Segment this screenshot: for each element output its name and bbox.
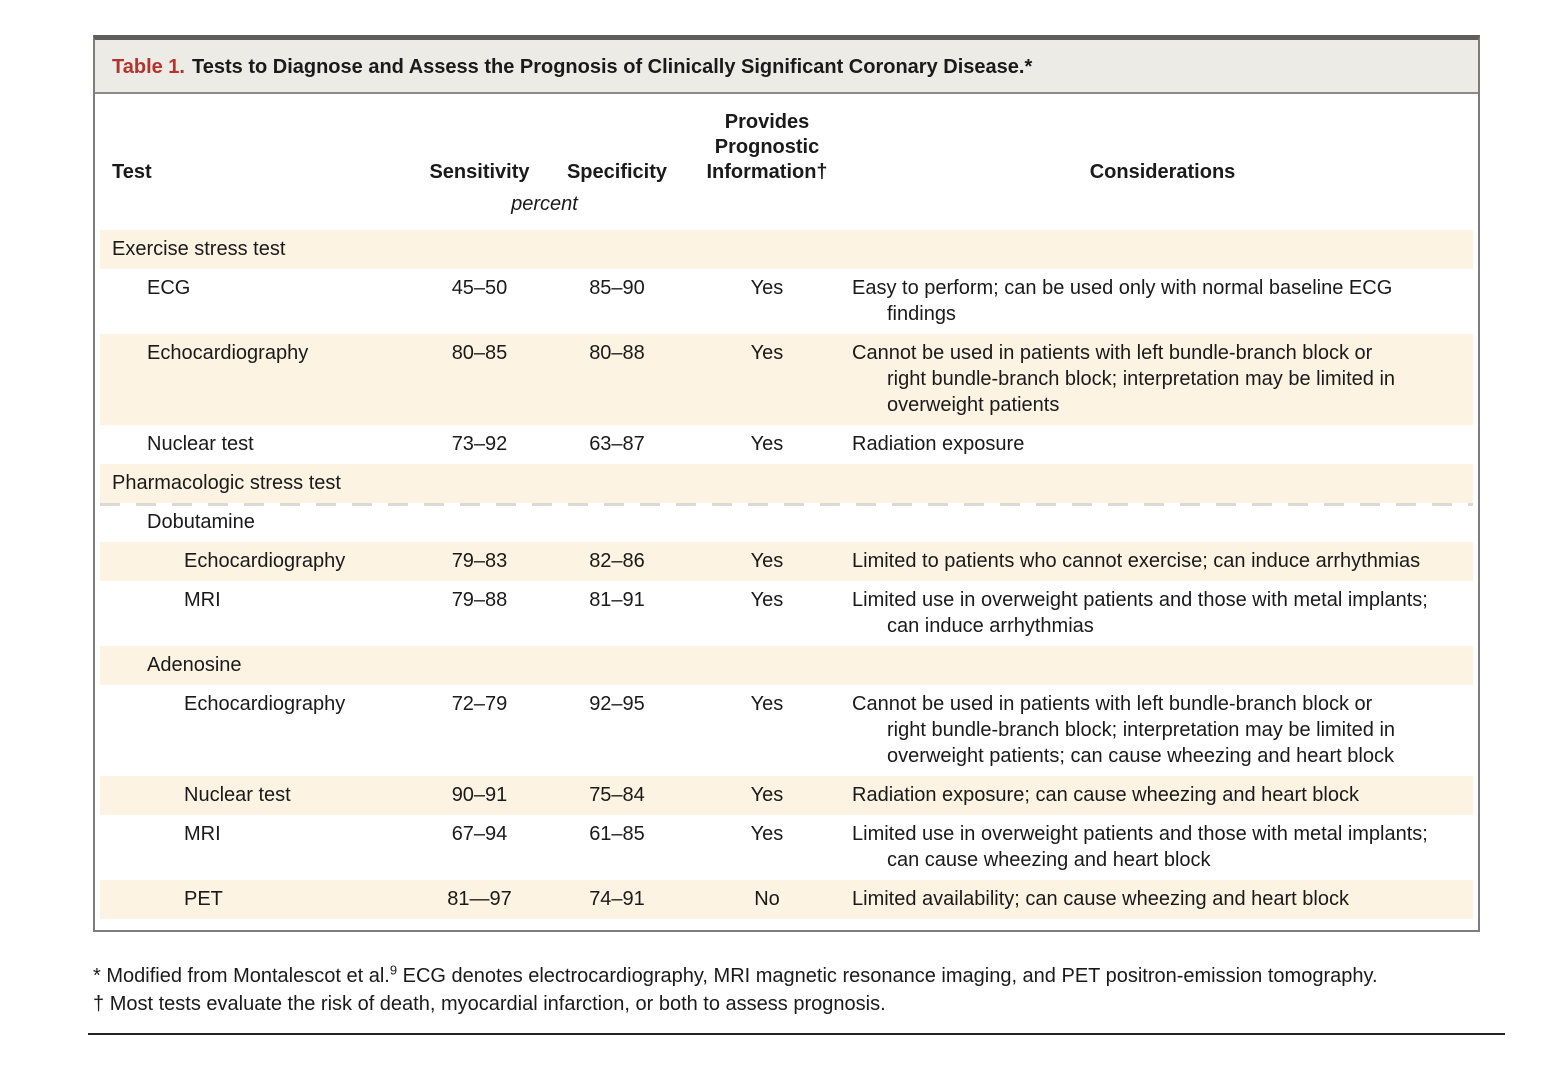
test-cell: ECG [147, 277, 191, 299]
prognostic-cell: Yes [750, 550, 784, 572]
prognostic-cell: Yes [750, 433, 784, 455]
table-row: Adenosine [100, 646, 1473, 685]
sensitivity-cell: 79–88 [451, 589, 508, 611]
table-body: Exercise stress test ECG 45–50 85–90 Yes… [95, 230, 1478, 930]
table-row: Nuclear test 90–91 75–84 Yes Radiation e… [100, 776, 1473, 815]
footnotes: * Modified from Montalescot et al.9 ECG … [93, 962, 1498, 1018]
considerations-cell: Limited availability; can cause wheezing… [852, 888, 1349, 910]
test-cell: Echocardiography [147, 342, 309, 364]
prognostic-cell [682, 652, 852, 678]
unit-row: percent [95, 185, 1478, 230]
sensitivity-cell: 80–85 [451, 342, 508, 364]
prognostic-cell: Yes [750, 342, 784, 364]
considerations-cell: Limited to patients who cannot exercise;… [852, 550, 1421, 572]
column-header-specificity: Specificity [566, 161, 668, 183]
considerations-cell: Radiation exposure [852, 433, 1025, 455]
table-row: Echocardiography 79–83 82–86 Yes Limited… [100, 542, 1473, 581]
footnote-asterisk: * Modified from Montalescot et al.9 ECG … [93, 962, 1378, 987]
column-header-test: Test [112, 161, 152, 183]
table-row: Dobutamine [100, 503, 1473, 542]
prognostic-cell [682, 470, 852, 496]
test-cell: MRI [184, 589, 221, 611]
specificity-cell: 82–86 [589, 550, 645, 572]
test-cell: MRI [184, 823, 221, 845]
considerations-cell [852, 236, 1473, 262]
test-cell: Echocardiography [184, 550, 346, 572]
sensitivity-cell [407, 236, 552, 262]
sensitivity-cell: 72–79 [451, 693, 508, 715]
sensitivity-cell [407, 509, 552, 535]
sensitivity-cell: 73–92 [451, 433, 508, 455]
table-row: Echocardiography 80–85 80–88 Yes Cannot … [100, 334, 1473, 425]
sensitivity-cell: 45–50 [451, 277, 508, 299]
specificity-cell: 85–90 [589, 277, 645, 299]
specificity-cell: 80–88 [589, 342, 645, 364]
table-row: PET 81—97 74–91 No Limited availability;… [100, 880, 1473, 919]
sensitivity-cell: 79–83 [451, 550, 508, 572]
sensitivity-cell: 90–91 [451, 784, 508, 806]
table-title-bar: Table 1. Tests to Diagnose and Assess the… [95, 40, 1478, 94]
reference-superscript: 9 [389, 962, 398, 978]
sensitivity-cell: 81—97 [447, 888, 512, 910]
considerations-cell: Limited use in overweight patients and t… [852, 823, 1428, 871]
table-row: MRI 79–88 81–91 Yes Limited use in overw… [100, 581, 1473, 646]
prognostic-cell: Yes [750, 277, 784, 299]
test-cell: Exercise stress test [112, 238, 286, 260]
considerations-cell [852, 509, 1473, 535]
test-cell: Nuclear test [184, 784, 291, 806]
specificity-cell: 74–91 [589, 888, 645, 910]
specificity-cell [552, 652, 682, 678]
prognostic-cell: Yes [750, 784, 784, 806]
test-cell: Adenosine [147, 654, 242, 676]
table-label: Table 1. [112, 56, 185, 78]
column-header-sensitivity: Sensitivity [429, 161, 530, 183]
test-cell: Pharmacologic stress test [112, 472, 341, 494]
prognostic-cell: No [754, 888, 780, 910]
table-row: Pharmacologic stress test [100, 464, 1473, 503]
specificity-cell: 63–87 [589, 433, 645, 455]
considerations-cell: Radiation exposure; can cause wheezing a… [852, 784, 1359, 806]
prognostic-cell: Yes [750, 693, 784, 715]
table-card: Table 1. Tests to Diagnose and Assess the… [93, 35, 1480, 932]
table-row: MRI 67–94 61–85 Yes Limited use in overw… [100, 815, 1473, 880]
specificity-cell [552, 470, 682, 496]
specificity-cell [552, 236, 682, 262]
considerations-cell [852, 652, 1473, 678]
test-cell: Nuclear test [147, 433, 254, 455]
specificity-cell: 75–84 [589, 784, 645, 806]
table-row: ECG 45–50 85–90 Yes Easy to perform; can… [100, 269, 1473, 334]
table-row: Exercise stress test [100, 230, 1473, 269]
considerations-cell [852, 470, 1473, 496]
column-header-considerations: Considerations [1089, 161, 1236, 183]
footnote-dagger: † Most tests evaluate the risk of death,… [93, 993, 886, 1015]
specificity-cell: 61–85 [589, 823, 645, 845]
sensitivity-cell [407, 652, 552, 678]
sensitivity-cell [407, 470, 552, 496]
considerations-cell: Limited use in overweight patients and t… [852, 589, 1428, 637]
test-cell: Dobutamine [147, 511, 255, 533]
prognostic-cell: Yes [750, 823, 784, 845]
table-row: Echocardiography 72–79 92–95 Yes Cannot … [100, 685, 1473, 776]
table-title: Tests to Diagnose and Assess the Prognos… [192, 56, 1033, 78]
prognostic-cell: Yes [750, 589, 784, 611]
sensitivity-cell: 67–94 [451, 823, 508, 845]
test-cell: PET [184, 888, 223, 910]
unit-note: percent [511, 193, 578, 215]
specificity-cell: 92–95 [589, 693, 645, 715]
considerations-cell: Easy to perform; can be used only with n… [852, 277, 1393, 325]
prognostic-cell [682, 509, 852, 535]
bottom-rule [88, 1033, 1505, 1035]
test-cell: Echocardiography [184, 693, 346, 715]
prognostic-cell [682, 236, 852, 262]
specificity-cell: 81–91 [589, 589, 645, 611]
considerations-cell: Cannot be used in patients with left bun… [852, 342, 1396, 416]
table-header-row: Test Sensitivity Specificity Provides Pr… [95, 94, 1478, 185]
considerations-cell: Cannot be used in patients with left bun… [852, 693, 1396, 767]
table-row: Nuclear test 73–92 63–87 Yes Radiation e… [100, 425, 1473, 464]
specificity-cell [552, 509, 682, 535]
column-header-prognostic: Provides Prognostic Information† [706, 111, 828, 183]
